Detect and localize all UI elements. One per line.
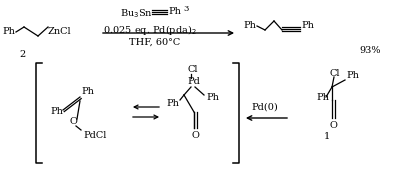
Text: O: O xyxy=(69,117,77,127)
Text: Ph: Ph xyxy=(206,94,219,102)
Text: Ph: Ph xyxy=(301,22,314,30)
Text: Ph: Ph xyxy=(346,71,359,81)
Text: ZnCl: ZnCl xyxy=(48,28,72,36)
Text: Ph: Ph xyxy=(2,28,15,36)
Text: PdCl: PdCl xyxy=(83,130,106,140)
Text: O: O xyxy=(329,121,337,129)
Text: Cl: Cl xyxy=(187,65,198,75)
Text: THF, 60°C: THF, 60°C xyxy=(129,38,181,47)
Text: Ph: Ph xyxy=(316,93,329,102)
Text: 2: 2 xyxy=(19,50,25,59)
Text: 3: 3 xyxy=(183,5,188,13)
Text: Ph: Ph xyxy=(81,88,94,96)
Text: Ph: Ph xyxy=(168,7,181,16)
Text: Pd(0): Pd(0) xyxy=(252,102,278,111)
Text: Ph: Ph xyxy=(243,22,256,30)
Text: 0.025 eq. Pd(pda)$_2$: 0.025 eq. Pd(pda)$_2$ xyxy=(103,23,196,37)
Text: Bu$_3$Sn: Bu$_3$Sn xyxy=(120,7,153,20)
Text: 1: 1 xyxy=(324,132,330,141)
Text: Ph: Ph xyxy=(50,108,63,116)
Text: Cl: Cl xyxy=(330,69,340,77)
Text: Ph: Ph xyxy=(166,98,179,108)
Text: O: O xyxy=(191,131,199,141)
Text: 93%: 93% xyxy=(359,46,381,55)
Text: Pd: Pd xyxy=(187,77,200,87)
